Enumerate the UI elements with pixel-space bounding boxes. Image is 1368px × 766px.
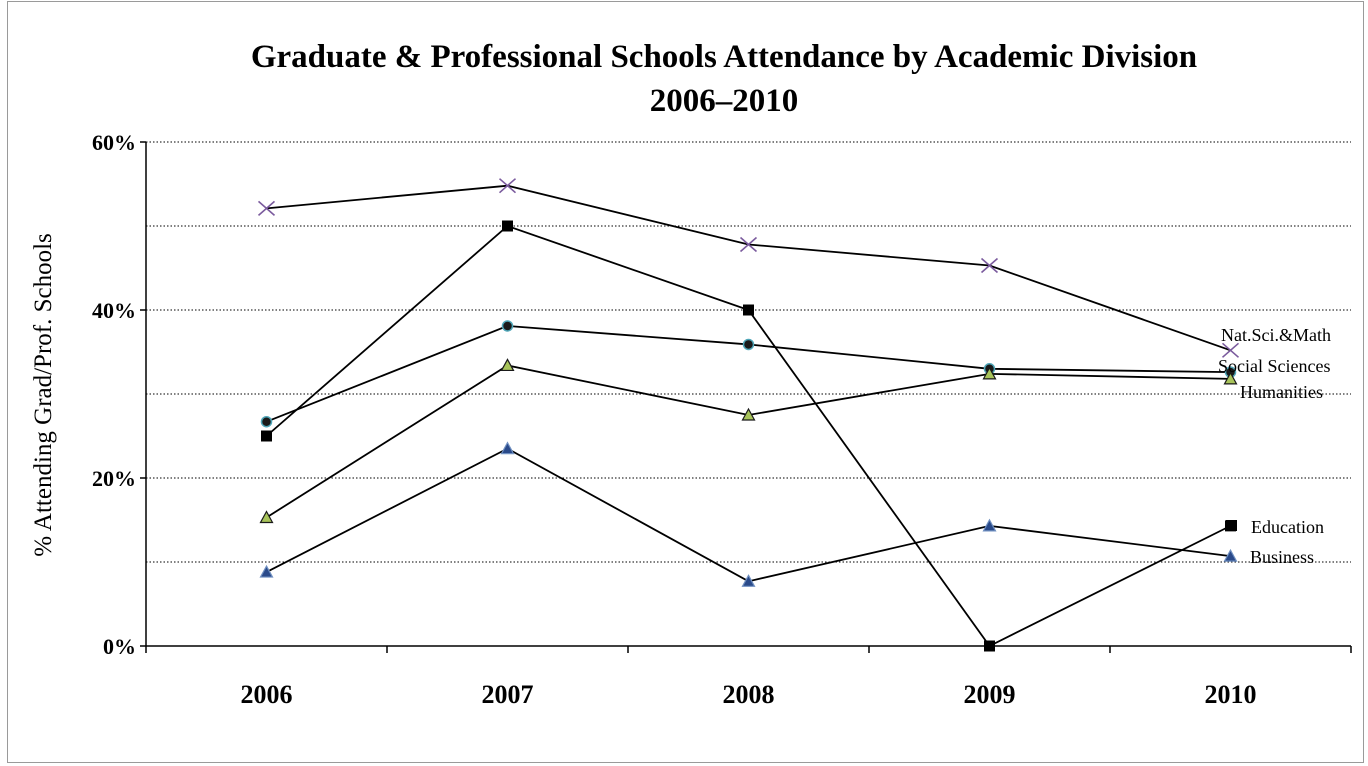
data-point bbox=[1223, 548, 1238, 562]
y-tick-label: 60% bbox=[92, 130, 136, 155]
series-line-2 bbox=[266, 364, 1231, 519]
series-label: Social Sciences bbox=[1218, 356, 1330, 376]
x-tick-labels: 2006 2007 2008 2009 2010 bbox=[241, 680, 1257, 709]
data-point bbox=[260, 415, 273, 428]
data-point bbox=[261, 430, 272, 442]
data-point bbox=[498, 178, 517, 194]
data-point bbox=[501, 320, 514, 332]
series-label: Business bbox=[1250, 547, 1314, 567]
legend-swatch-education bbox=[1226, 520, 1237, 531]
data-point bbox=[1223, 371, 1238, 385]
chart-title-line1: Graduate & Professional Schools Attendan… bbox=[251, 39, 1197, 75]
y-tick-label: 40% bbox=[92, 298, 136, 323]
data-point bbox=[982, 518, 997, 532]
series-line-0 bbox=[266, 184, 1231, 352]
series-label: Nat.Sci.&Math bbox=[1221, 325, 1331, 345]
data-point bbox=[739, 236, 758, 253]
x-tick-label: 2007 bbox=[482, 680, 534, 709]
data-point bbox=[980, 257, 999, 274]
x-tick-label: 2009 bbox=[964, 680, 1016, 709]
gridlines bbox=[146, 141, 1351, 563]
data-point bbox=[500, 441, 515, 455]
x-tick-label: 2006 bbox=[241, 680, 293, 709]
data-point bbox=[984, 640, 995, 652]
data-point bbox=[741, 407, 756, 421]
y-tick-label: 20% bbox=[92, 466, 136, 491]
y-axis-label: % Attending Grad/Prof. Schools bbox=[30, 233, 57, 557]
series-line-4 bbox=[266, 447, 1231, 583]
chart-frame bbox=[7, 1, 1364, 763]
data-point bbox=[743, 304, 754, 316]
data-point bbox=[742, 338, 755, 351]
y-tick-labels: 0% 20% 40% 60% bbox=[92, 130, 136, 659]
data-point bbox=[259, 564, 274, 578]
series-label: Humanities bbox=[1240, 382, 1323, 402]
series-lines bbox=[257, 178, 1240, 652]
axes bbox=[140, 141, 1352, 653]
data-point bbox=[259, 510, 274, 524]
data-point bbox=[500, 358, 515, 372]
x-tick-label: 2008 bbox=[723, 680, 775, 709]
data-point bbox=[982, 366, 997, 380]
y-tick-label: 0% bbox=[103, 634, 136, 659]
series-labels: Nat.Sci.&Math Social Sciences Humanities Ed… bbox=[1218, 325, 1331, 567]
data-point bbox=[741, 574, 756, 587]
series-label: Education bbox=[1251, 517, 1324, 537]
chart-title-line2: 2006–2010 bbox=[650, 83, 799, 119]
data-point bbox=[257, 200, 276, 216]
data-point bbox=[1221, 342, 1240, 358]
data-point bbox=[502, 220, 513, 232]
x-tick-label: 2010 bbox=[1205, 680, 1257, 709]
